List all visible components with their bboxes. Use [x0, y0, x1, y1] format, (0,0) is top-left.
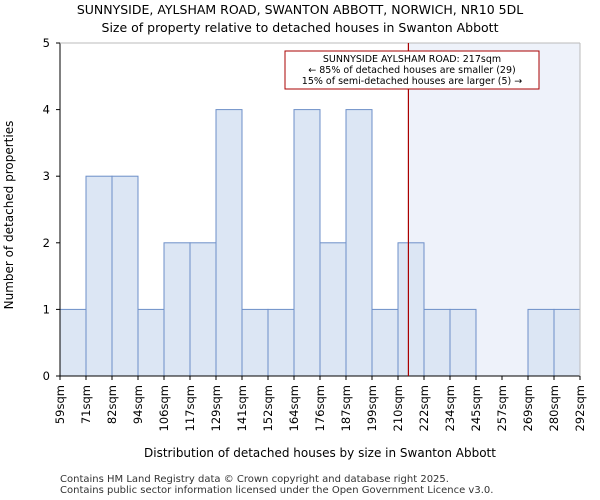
bar-141sqm	[241, 308, 269, 377]
bar-164sqm	[293, 109, 321, 377]
bar-234sqm	[449, 308, 477, 377]
footer-licence: Contains public sector information licen…	[60, 485, 494, 496]
x-tick-label-117sqm: 117sqm	[183, 385, 197, 431]
x-tick-label-94sqm: 94sqm	[131, 385, 145, 424]
x-tick-label-82sqm: 82sqm	[105, 385, 119, 424]
x-tick-label-152sqm: 152sqm	[261, 385, 275, 431]
x-tick-label-106sqm: 106sqm	[157, 385, 171, 431]
annotation-line-1: SUNNYSIDE AYLSHAM ROAD: 217sqm	[323, 54, 501, 65]
x-tick-label-164sqm: 164sqm	[287, 385, 301, 431]
bar-176sqm	[319, 242, 347, 377]
annotation-box	[284, 50, 540, 90]
y-tick-label-1: 1	[43, 302, 50, 316]
bar-280sqm	[553, 308, 581, 377]
y-tick-label-4: 4	[43, 103, 50, 117]
x-tick-label-199sqm: 199sqm	[365, 385, 379, 431]
x-tick-label-176sqm: 176sqm	[313, 385, 327, 431]
x-tick-label-187sqm: 187sqm	[339, 385, 353, 431]
chart-subtitle: Size of property relative to detached ho…	[101, 20, 499, 35]
bar-71sqm	[85, 175, 113, 377]
x-tick-label-141sqm: 141sqm	[235, 385, 249, 431]
x-tick-label-222sqm: 222sqm	[417, 385, 431, 431]
x-tick-label-234sqm: 234sqm	[443, 385, 457, 431]
x-tick-label-71sqm: 71sqm	[79, 385, 93, 424]
footer-copyright: Contains HM Land Registry data © Crown c…	[60, 474, 449, 485]
bar-222sqm	[423, 308, 451, 377]
x-tick-label-59sqm: 59sqm	[53, 385, 67, 424]
x-axis-label: Distribution of detached houses by size …	[144, 446, 496, 460]
x-tick-label-129sqm: 129sqm	[209, 385, 223, 431]
annotation-line-2: ← 85% of detached houses are smaller (29…	[308, 65, 515, 76]
x-tick-label-210sqm: 210sqm	[391, 385, 405, 431]
x-tick-label-245sqm: 245sqm	[469, 385, 483, 431]
bar-106sqm	[163, 242, 191, 377]
bar-94sqm	[137, 308, 165, 377]
x-tick-label-269sqm: 269sqm	[521, 385, 535, 431]
bar-117sqm	[189, 242, 217, 377]
y-tick-label-2: 2	[43, 236, 50, 250]
bar-82sqm	[111, 175, 139, 377]
bar-152sqm	[267, 308, 295, 377]
x-tick-label-292sqm: 292sqm	[573, 385, 587, 431]
bar-210sqm	[397, 242, 425, 377]
y-tick-label-0: 0	[43, 369, 50, 383]
histogram-chart: 0 1 2 3 4 5 59sqm 71sqm 82sqm 94sqm 106sqm 117sqm 12…	[2, 36, 587, 460]
y-tick-label-5: 5	[43, 36, 50, 50]
annotation-line-3: 15% of semi-detached houses are larger (…	[302, 76, 522, 87]
bar-269sqm	[527, 308, 555, 377]
bar-59sqm	[59, 308, 87, 377]
bar-187sqm	[345, 109, 373, 377]
bar-129sqm	[215, 109, 243, 377]
x-tick-label-280sqm: 280sqm	[547, 385, 561, 431]
chart-title: SUNNYSIDE, AYLSHAM ROAD, SWANTON ABBOTT,…	[76, 2, 524, 17]
bar-199sqm	[371, 308, 399, 377]
y-tick-label-3: 3	[43, 169, 50, 183]
y-axis-label: Number of detached properties	[2, 121, 16, 310]
x-tick-label-257sqm: 257sqm	[495, 385, 509, 431]
